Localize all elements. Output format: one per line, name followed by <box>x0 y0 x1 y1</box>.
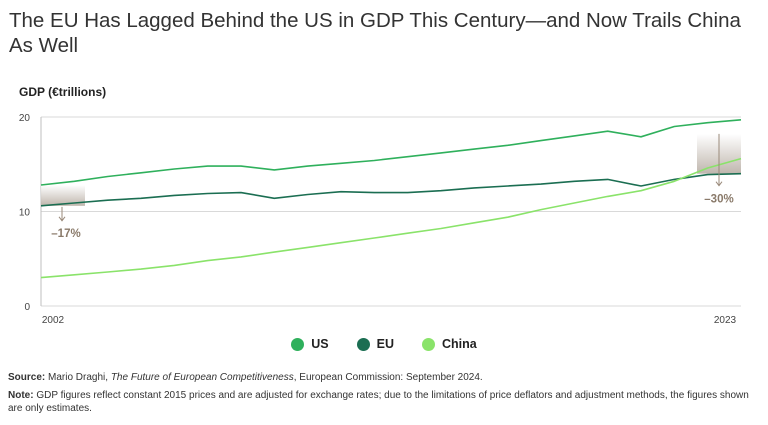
legend-us-dot <box>291 337 305 351</box>
annotation-arrowhead-2002 <box>58 216 66 222</box>
gap-shade-2002 <box>41 185 85 206</box>
legend: US EU China <box>0 337 768 351</box>
series-line-eu <box>40 172 742 207</box>
source-author: Mario Draghi, <box>48 372 109 383</box>
x-tick-label-2002: 2002 <box>42 315 65 326</box>
annotation-label-2002: –17% <box>51 228 80 240</box>
source-rest: , European Commission: September 2024. <box>293 372 483 383</box>
y-axis-label: GDP (€trillions) <box>19 85 107 99</box>
legend-item-eu: EU <box>356 337 394 351</box>
legend-us-label: US <box>311 337 329 351</box>
legend-eu-label: EU <box>376 337 394 351</box>
source-note: Source: Mario Draghi, The Future of Euro… <box>8 372 763 385</box>
legend-item-us: US <box>291 337 329 351</box>
y-tick-label-0: 0 <box>24 302 30 313</box>
annotation-label-2023: –30% <box>704 194 733 206</box>
x-tick-label-2023: 2023 <box>714 315 737 326</box>
legend-eu-dot <box>356 337 370 351</box>
y-tick-label-20: 20 <box>19 113 31 124</box>
series-line-china <box>40 157 742 279</box>
y-tick-label-10: 10 <box>19 208 31 219</box>
chart-title: The EU Has Lagged Behind the US in GDP T… <box>9 9 741 57</box>
note-text: GDP figures reflect constant 2015 prices… <box>8 390 749 414</box>
legend-item-china: China <box>422 337 477 351</box>
source-work: The Future of European Competitiveness <box>110 372 294 383</box>
legend-china-label: China <box>442 337 477 351</box>
source-label: Source: <box>8 372 46 383</box>
annotation-arrowhead-2023 <box>715 181 723 187</box>
series-line-us <box>40 119 742 186</box>
footnote: Note: GDP figures reflect constant 2015 … <box>8 390 763 415</box>
legend-china-dot <box>422 337 435 351</box>
note-label: Note: <box>8 390 34 401</box>
